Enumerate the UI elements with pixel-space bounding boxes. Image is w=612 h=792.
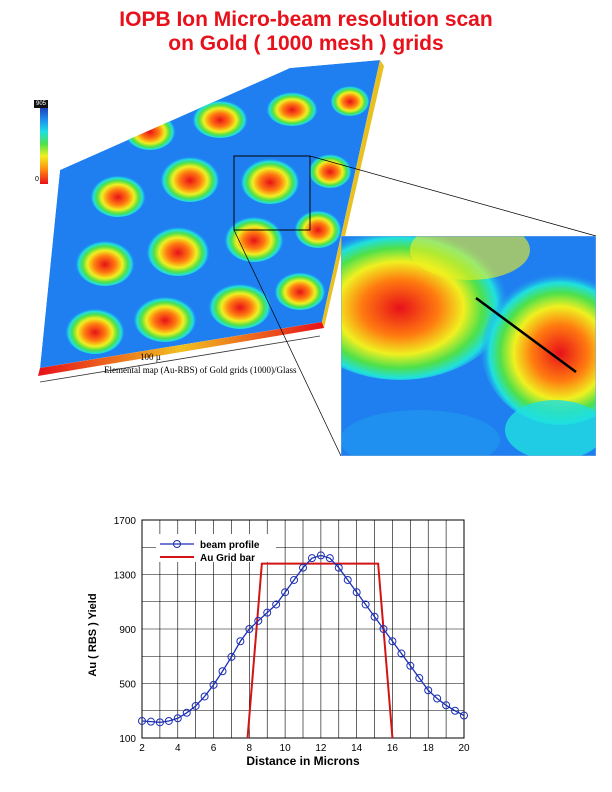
legend-label-au-grid-bar: Au Grid bar [200, 553, 255, 564]
title-line-1: IOPB Ion Micro-beam resolution scan [119, 8, 493, 31]
chart-ticks: 2 4 6 8 10 12 14 16 18 20 100 500 900 1300 1700 [114, 516, 470, 754]
beam-profile-point [370, 612, 379, 621]
beam-profile-point [245, 625, 254, 633]
beam-profile-chart: 2 4 6 8 10 12 14 16 18 20 100 500 900 1300 1700 beam p… [87, 516, 470, 768]
beam-profile-point [316, 551, 325, 560]
y-tick-label: 1700 [114, 516, 137, 527]
beam-profile-point [343, 575, 352, 584]
beam-profile-point [299, 563, 307, 572]
beam-profile-point [173, 714, 182, 723]
beam-profile-point [164, 716, 173, 725]
plot-frame [141, 519, 465, 739]
beam-profile-point [209, 680, 218, 689]
beam-profile-point [290, 575, 299, 584]
legend-label-beam-profile: beam profile [200, 540, 260, 551]
beam-profile-point [182, 708, 191, 717]
x-axis-label: Distance in Microns [246, 754, 360, 768]
beam-profile-point [442, 701, 451, 710]
legend-marker-beam-profile [173, 540, 181, 548]
beam-profile-point [361, 600, 370, 609]
beam-profile-point [325, 554, 334, 563]
beam-profile-point [236, 637, 245, 646]
y-tick-label: 500 [119, 680, 136, 691]
x-tick-label: 14 [351, 743, 363, 754]
map-caption: Elemental map (Au-RBS) of Gold grids (10… [104, 365, 297, 375]
title-line-2: on Gold ( 1000 mesh ) grids [168, 32, 444, 55]
elemental-map-figure [38, 60, 597, 457]
map-surface [40, 60, 380, 368]
beam-profile-point [138, 716, 146, 725]
beam-profile-point [433, 694, 442, 703]
x-tick-label: 12 [315, 743, 327, 754]
series-line-au-grid-bar [246, 562, 394, 739]
beam-profile-point [460, 711, 468, 720]
beam-profile-point [155, 718, 164, 727]
chart-legend: beam profile Au Grid bar [156, 534, 276, 564]
inset-box [233, 155, 311, 231]
colorbar-max-label: 905 [34, 100, 48, 108]
beam-profile-point [218, 667, 227, 676]
beam-profile-point [334, 563, 343, 572]
y-tick-label: 1300 [114, 571, 137, 582]
colorbar-min-label: 0 [35, 176, 39, 183]
y-tick-label: 100 [119, 734, 136, 745]
beam-profile-point [146, 717, 155, 726]
y-tick-label: 900 [119, 625, 136, 636]
x-tick-label: 6 [211, 743, 217, 754]
beam-profile-point [406, 661, 415, 670]
beam-profile-point [281, 588, 290, 597]
scan-line [475, 296, 577, 374]
scale-label: 100 µ [140, 352, 161, 362]
beam-profile-point [191, 701, 200, 710]
x-tick-label: 8 [247, 743, 253, 754]
colorbar [40, 104, 48, 184]
series-line-beam-profile [141, 554, 465, 723]
beam-profile-point [352, 588, 361, 597]
x-tick-label: 20 [458, 743, 470, 754]
beam-profile-point [254, 616, 263, 625]
x-tick-label: 16 [387, 743, 399, 754]
x-tick-label: 10 [280, 743, 292, 754]
x-tick-label: 2 [139, 743, 145, 754]
beam-profile-point [388, 637, 397, 646]
y-axis-label: Au ( RBS ) Yield [87, 593, 99, 676]
beam-profile-point [424, 686, 433, 695]
beam-profile-point [272, 600, 281, 609]
beam-profile-point [200, 692, 209, 701]
beam-profile-point [451, 706, 460, 715]
chart-series [138, 551, 468, 739]
x-tick-label: 4 [175, 743, 181, 754]
beam-profile-point [397, 649, 406, 658]
beam-profile-point [379, 625, 388, 633]
beam-profile-point [415, 674, 424, 683]
beam-profile-point [307, 554, 316, 563]
x-tick-label: 18 [423, 743, 435, 754]
beam-profile-point [263, 608, 272, 617]
beam-profile-point [227, 652, 236, 661]
